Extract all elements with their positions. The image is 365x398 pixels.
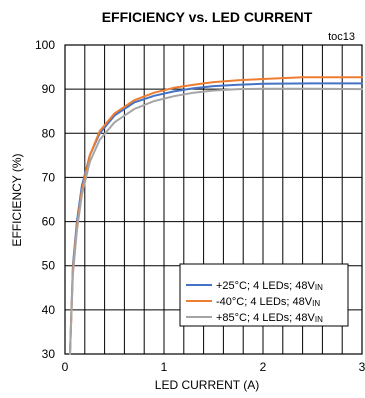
chart-title: EFFICIENCY vs. LED CURRENT [102, 9, 313, 25]
chart-tag: toc13 [328, 31, 355, 43]
plot-frame [64, 44, 363, 355]
legend-entry: +85°C; 4 LEDs; 48VIN [216, 312, 323, 324]
y-tick-label: 100 [35, 38, 55, 52]
y-tick-label: 30 [42, 347, 56, 361]
y-tick-labels: 30 40 50 60 70 80 90 100 [35, 38, 55, 361]
x-tick-label: 2 [260, 360, 267, 374]
legend-entry: -40°C; 4 LEDs; 48VIN [216, 296, 320, 308]
y-tick-label: 90 [42, 82, 56, 96]
legend: +25°C; 4 LEDs; 48VIN -40°C; 4 LEDs; 48VIN… [179, 263, 349, 327]
y-tick-label: 70 [42, 170, 56, 184]
y-tick-label: 80 [42, 126, 56, 140]
y-tick-label: 60 [42, 215, 56, 229]
x-axis-label: LED CURRENT (A) [155, 378, 259, 392]
y-axis-label: EFFICIENCY (%) [10, 153, 24, 246]
legend-entry: +25°C; 4 LEDs; 48VIN [216, 280, 323, 292]
y-tick-label: 40 [42, 303, 56, 317]
series-layer [69, 76, 363, 355]
legend-box [179, 263, 349, 327]
x-tick-labels: 0 1 2 3 [62, 360, 365, 374]
x-tick-label: 3 [359, 360, 365, 374]
x-tick-label: 0 [62, 360, 69, 374]
x-tick-label: 1 [161, 360, 168, 374]
y-tick-label: 50 [42, 259, 56, 273]
series-line-3 [69, 87, 363, 355]
